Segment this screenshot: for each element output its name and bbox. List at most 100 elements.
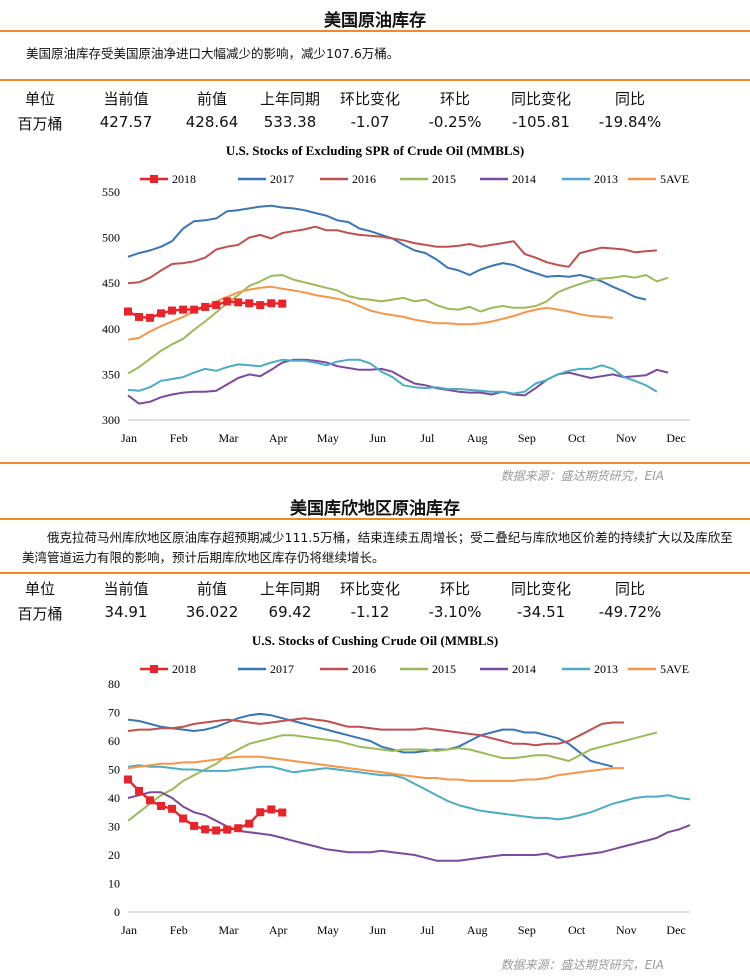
data-point-2018 — [157, 801, 166, 810]
x-tick-label: Feb — [170, 431, 188, 445]
table-cell: -34.51 — [516, 603, 566, 621]
series-line-5AVE — [127, 755, 624, 782]
table-cell: 34.91 — [104, 603, 148, 621]
legend-label: 2014 — [512, 662, 536, 676]
series-line-2013 — [127, 764, 691, 821]
data-point-2018 — [190, 821, 199, 830]
data-point-2018 — [179, 305, 188, 314]
x-tick-label: May — [317, 923, 339, 937]
y-tick-label: 30 — [108, 820, 120, 834]
x-tick-label: Mar — [218, 923, 238, 937]
x-tick-label: Nov — [616, 431, 637, 445]
x-tick-label: Aug — [467, 923, 488, 937]
data-point-2018 — [234, 824, 243, 833]
table-cell: -1.07 — [350, 113, 390, 131]
data-point-2018 — [245, 819, 254, 828]
y-tick-label: 400 — [102, 322, 120, 336]
data-point-2018 — [146, 313, 155, 322]
table-header-row: 单位 当前值 前值 上年同期 环比变化 环比 同比变化 同比 — [0, 88, 750, 112]
table-header-cell: 同比 — [614, 580, 646, 598]
data-point-2018 — [201, 302, 210, 311]
table-header-cell: 同比变化 — [510, 580, 572, 598]
x-tick-label: Apr — [269, 923, 288, 937]
chart-title: U.S. Stocks of Cushing Crude Oil (MMBLS) — [252, 633, 498, 648]
y-tick-label: 60 — [108, 734, 120, 748]
table-header-cell: 环比 — [439, 580, 471, 598]
divider — [0, 30, 750, 32]
x-tick-label: Jun — [369, 431, 386, 445]
legend-label: 2015 — [432, 662, 456, 676]
y-tick-label: 20 — [108, 848, 120, 862]
table-header-cell: 同比 — [614, 90, 646, 108]
table-cell: -3.10% — [428, 603, 482, 621]
table-header-cell: 环比变化 — [339, 580, 401, 598]
y-tick-label: 0 — [114, 905, 120, 919]
x-tick-label: Dec — [666, 923, 685, 937]
legend-marker — [150, 175, 158, 183]
y-tick-label: 80 — [108, 677, 120, 691]
y-tick-label: 300 — [102, 413, 120, 427]
x-tick-label: Jul — [420, 431, 435, 445]
x-tick-label: Jul — [420, 923, 435, 937]
x-tick-label: Feb — [170, 923, 188, 937]
data-point-2018 — [245, 299, 254, 308]
divider — [0, 462, 750, 464]
table-header-cell: 单位 — [24, 90, 56, 108]
data-point-2018 — [157, 309, 166, 318]
y-tick-label: 350 — [102, 367, 120, 381]
legend-label: 2014 — [512, 172, 536, 186]
table-header-cell: 当前值 — [103, 580, 149, 598]
y-tick-label: 50 — [108, 763, 120, 777]
table-header-cell: 环比 — [439, 90, 471, 108]
section-description: 美国原油库存受美国原油净进口大幅减少的影响，减少107.6万桶。 — [26, 46, 400, 61]
x-tick-label: Nov — [616, 923, 637, 937]
legend-label: 5AVE — [660, 172, 689, 186]
data-point-2018 — [168, 306, 177, 315]
data-point-2018 — [168, 804, 177, 813]
series-line-2014 — [127, 358, 669, 405]
legend-label: 2015 — [432, 172, 456, 186]
x-tick-label: Sep — [518, 431, 536, 445]
legend-label: 2018 — [172, 662, 196, 676]
table-cell: 69.42 — [268, 603, 312, 621]
data-point-2018 — [135, 312, 144, 321]
table-cell: -1.12 — [350, 603, 390, 621]
data-point-2018 — [146, 796, 155, 805]
x-tick-label: Aug — [467, 431, 488, 445]
legend-label: 2013 — [594, 662, 618, 676]
y-tick-label: 550 — [102, 185, 120, 199]
section-title: 美国库欣地区原油库存 — [290, 499, 460, 519]
data-point-2018 — [212, 301, 221, 310]
legend-label: 2018 — [172, 172, 196, 186]
x-tick-label: Jan — [121, 923, 137, 937]
table-header-row: 单位 当前值 前值 上年同期 环比变化 环比 同比变化 同比 — [0, 578, 750, 602]
series-line-2017 — [127, 712, 614, 768]
table-cell: 百万桶 — [17, 115, 63, 133]
data-point-2018 — [267, 299, 276, 308]
data-point-2018 — [256, 808, 265, 817]
table-header-cell: 上年同期 — [259, 90, 321, 108]
table-header-cell: 前值 — [196, 90, 228, 108]
y-tick-label: 10 — [108, 877, 120, 891]
divider — [0, 518, 750, 520]
data-point-2018 — [234, 298, 243, 307]
table-header-cell: 同比变化 — [510, 90, 572, 108]
data-point-2018 — [223, 297, 232, 306]
series-line-5AVE — [127, 285, 613, 341]
series-line-2017 — [127, 204, 647, 301]
series-line-2015 — [127, 731, 658, 822]
legend-label: 2017 — [270, 172, 294, 186]
x-tick-label: May — [317, 431, 339, 445]
y-tick-label: 40 — [108, 791, 120, 805]
table-cell: 428.64 — [185, 113, 239, 131]
table-cell: 427.57 — [99, 113, 153, 131]
table-value-row: 百万桶 427.57 428.64 533.38 -1.07 -0.25% -1… — [0, 113, 750, 137]
table-cell: 36.022 — [185, 603, 239, 621]
table-cell: 533.38 — [263, 113, 317, 131]
data-point-2018 — [278, 808, 287, 817]
data-point-2018 — [124, 307, 132, 316]
table-header-cell: 单位 — [24, 580, 56, 598]
x-tick-label: Oct — [568, 431, 586, 445]
legend-label: 2016 — [352, 172, 376, 186]
legend-label: 2016 — [352, 662, 376, 676]
